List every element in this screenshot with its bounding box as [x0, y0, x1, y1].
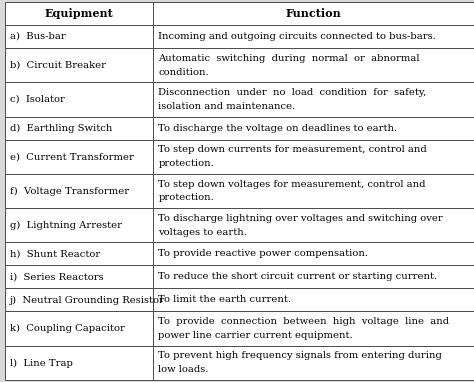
Bar — [5, 2, 474, 25]
Text: j)  Neutral Grounding Resistor: j) Neutral Grounding Resistor — [10, 295, 165, 304]
Text: protection.: protection. — [158, 159, 214, 168]
Text: To discharge lightning over voltages and switching over: To discharge lightning over voltages and… — [158, 214, 443, 223]
Text: Disconnection  under  no  load  condition  for  safety,: Disconnection under no load condition fo… — [158, 88, 427, 97]
Text: To limit the earth current.: To limit the earth current. — [158, 296, 291, 304]
Bar — [5, 288, 474, 311]
Text: Automatic  switching  during  normal  or  abnormal: Automatic switching during normal or abn… — [158, 53, 420, 63]
Text: To discharge the voltage on deadlines to earth.: To discharge the voltage on deadlines to… — [158, 123, 397, 133]
Bar — [5, 265, 474, 288]
Text: i)  Series Reactors: i) Series Reactors — [10, 272, 104, 282]
Text: To step down currents for measurement, control and: To step down currents for measurement, c… — [158, 145, 427, 154]
Bar — [5, 82, 474, 117]
Text: To step down voltages for measurement, control and: To step down voltages for measurement, c… — [158, 180, 426, 189]
Text: protection.: protection. — [158, 193, 214, 202]
Text: power line carrier current equipment.: power line carrier current equipment. — [158, 331, 353, 340]
Bar — [5, 208, 474, 243]
Bar — [5, 346, 474, 380]
Text: l)  Line Trap: l) Line Trap — [10, 358, 73, 367]
Text: To reduce the short circuit current or starting current.: To reduce the short circuit current or s… — [158, 272, 438, 282]
Text: low loads.: low loads. — [158, 366, 209, 374]
Text: Equipment: Equipment — [44, 8, 113, 19]
Text: e)  Current Transformer: e) Current Transformer — [10, 152, 134, 161]
Text: To provide reactive power compensation.: To provide reactive power compensation. — [158, 249, 368, 259]
Bar — [5, 174, 474, 208]
Text: b)  Circuit Breaker: b) Circuit Breaker — [10, 61, 107, 70]
Text: c)  Isolator: c) Isolator — [10, 95, 65, 104]
Text: d)  Earthling Switch: d) Earthling Switch — [10, 123, 113, 133]
Bar — [5, 311, 474, 346]
Bar — [5, 139, 474, 174]
Text: To prevent high frequency signals from entering during: To prevent high frequency signals from e… — [158, 351, 442, 361]
Bar — [5, 117, 474, 139]
Bar — [5, 243, 474, 265]
Text: Incoming and outgoing circuits connected to bus-bars.: Incoming and outgoing circuits connected… — [158, 32, 436, 41]
Bar — [5, 48, 474, 82]
Text: g)  Lightning Arrester: g) Lightning Arrester — [10, 221, 122, 230]
Text: Function: Function — [285, 8, 341, 19]
Text: condition.: condition. — [158, 68, 209, 76]
Text: To  provide  connection  between  high  voltage  line  and: To provide connection between high volta… — [158, 317, 449, 326]
Text: a)  Bus-bar: a) Bus-bar — [10, 32, 66, 41]
Text: isolation and maintenance.: isolation and maintenance. — [158, 102, 295, 111]
Text: f)  Voltage Transformer: f) Voltage Transformer — [10, 186, 129, 196]
Text: h)  Shunt Reactor: h) Shunt Reactor — [10, 249, 100, 259]
Bar — [5, 25, 474, 48]
Text: k)  Coupling Capacitor: k) Coupling Capacitor — [10, 324, 125, 333]
Text: voltages to earth.: voltages to earth. — [158, 228, 247, 237]
